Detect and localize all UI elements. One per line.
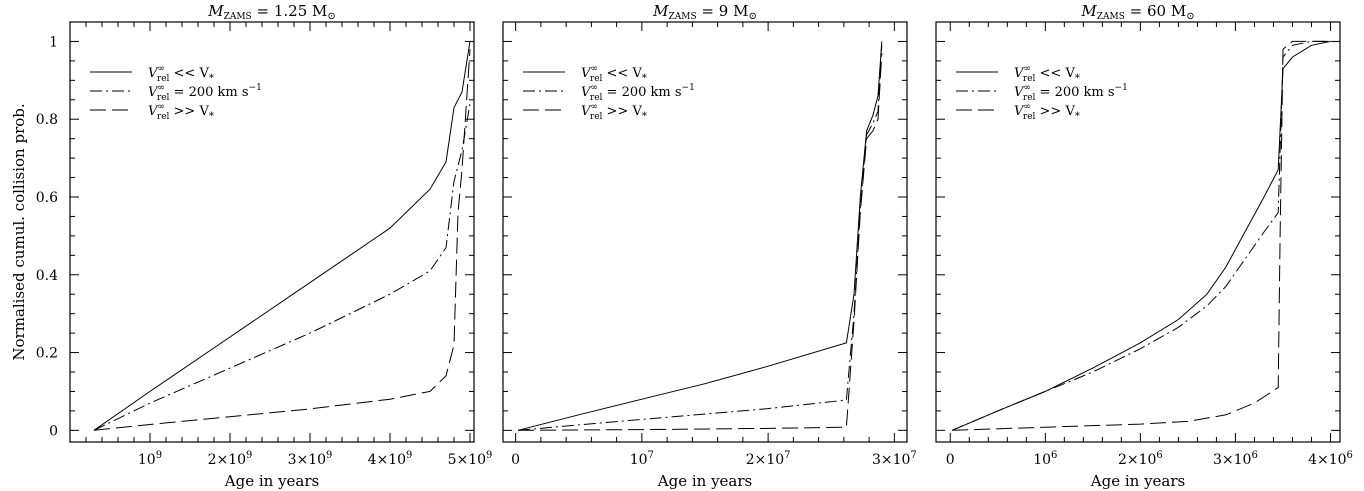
legend-label: V∞ rel >> V* [581,102,647,122]
series-line-dashdot [952,40,1331,431]
y-axis-title: Normalised cumul. collision prob. [10,103,28,360]
panel-1: MZAMS = 1.25 M⊙ 109 2×109 3×109 4×109 5×109 0 0… [36,2,493,490]
x-axis-title: Age in years [224,472,319,490]
x-tick-label: 3×106 [1213,450,1258,468]
y-tick-label: 1 [49,34,58,50]
panel-2: MZAMS = 9 M⊙ 0 107 2×107 3×107 Age in years V∞… [502,2,917,490]
x-tick-label: 2×106 [1118,450,1163,468]
x-tick-label: 3×107 [872,450,917,468]
x-tick-label: 0 [946,452,955,468]
x-tick-label: 109 [138,450,162,468]
panel-title: MZAMS = 60 M⊙ [1080,2,1194,22]
plot-frame [69,21,475,443]
x-tick-label: 3×109 [288,450,333,468]
panel-title: MZAMS = 9 M⊙ [652,2,757,22]
plot-frame [935,21,1341,443]
legend-label: V∞ rel >> V* [148,102,214,122]
x-tick-label: 4×109 [368,450,413,468]
legend-label: V∞ rel = 200 km s−1 [148,83,262,103]
x-axis-title: Age in years [1090,472,1185,490]
series-line-longdash [952,40,1331,431]
legend-label: V∞ rel = 200 km s−1 [1014,83,1128,103]
x-tick-label: 5×109 [448,450,493,468]
y-tick-label: 0.6 [36,190,58,206]
legend-label: V∞ rel << V* [148,64,214,84]
x-tick-label: 2×107 [746,450,791,468]
x-tick-label: 107 [630,450,654,468]
series-line-dashdot [518,45,883,431]
x-tick-label: 0 [511,452,520,468]
y-tick-label: 0 [49,423,58,439]
legend-label: V∞ rel >> V* [1014,102,1080,122]
x-axis-title: Age in years [657,472,752,490]
y-tick-label: 0.8 [36,112,58,128]
plot-frame [502,21,908,443]
y-tick-label: 0.4 [36,268,58,284]
panel-3: MZAMS = 60 M⊙ 0 106 2×106 3×106 4×106 Age in y… [935,2,1353,490]
legend-label: V∞ rel << V* [1014,64,1080,84]
panel-title: MZAMS = 1.25 M⊙ [207,2,336,22]
legend-label: V∞ rel << V* [581,64,647,84]
series-line-solid [952,40,1331,431]
legend-label: V∞ rel = 200 km s−1 [581,83,695,103]
x-tick-label: 2×109 [208,450,253,468]
series-line-longdash [93,49,471,431]
series-line-dashdot [93,103,471,431]
series-line-longdash [518,53,883,431]
series-line-solid [93,41,471,431]
x-tick-label: 4×106 [1308,450,1353,468]
series-line-solid [517,41,883,431]
x-tick-label: 106 [1033,450,1057,468]
y-tick-label: 0.2 [36,346,58,362]
